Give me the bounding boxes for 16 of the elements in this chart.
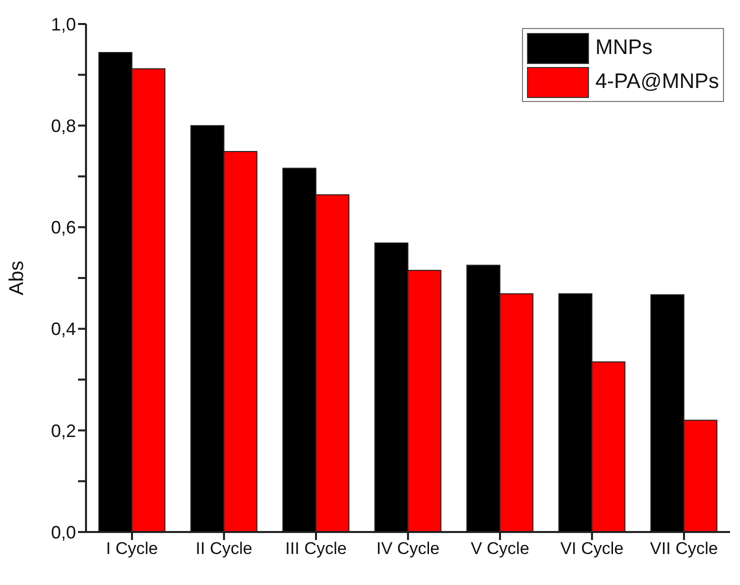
x-tick-label: VII Cycle — [650, 539, 718, 558]
x-tick-label: IV Cycle — [376, 539, 440, 558]
legend-label: MNPs — [595, 36, 653, 60]
x-tick-label: III Cycle — [285, 539, 347, 558]
y-tick-label: 0,6 — [50, 218, 76, 238]
x-tick-label: II Cycle — [196, 539, 252, 558]
x-tick-label: VI Cycle — [560, 539, 624, 558]
y-tick-label: 0,2 — [50, 420, 76, 441]
y-tick-label: 1,0 — [50, 14, 76, 34]
x-tick-label: V Cycle — [470, 539, 530, 558]
x-tick-label: I Cycle — [106, 539, 158, 558]
y-tick-label: 0,4 — [50, 319, 76, 340]
y-axis-title: Abs — [6, 260, 28, 296]
y-tick-label: 0,0 — [50, 522, 76, 542]
y-tick-label: 0,8 — [50, 116, 76, 136]
legend-label: 4-PA@MNPs — [595, 70, 719, 94]
